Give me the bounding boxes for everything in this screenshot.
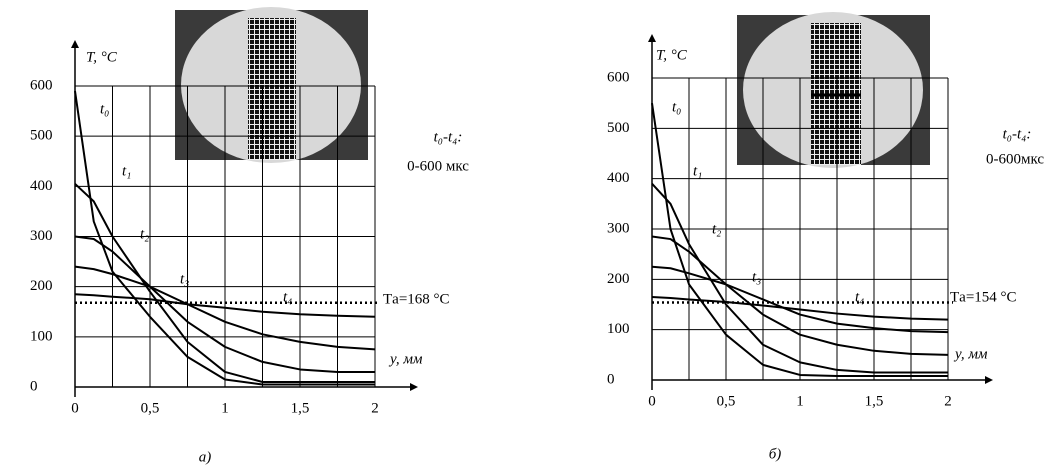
y-axis-label: T, °C — [86, 49, 118, 65]
series-label: t₃ — [180, 271, 189, 287]
x-axis-label: y, мм — [388, 351, 423, 367]
series-label: t₀ — [672, 99, 681, 115]
x-tick-label: 1,5 — [865, 393, 884, 409]
x-tick-label: 0,5 — [717, 393, 736, 409]
annotation: 0-600мкс — [986, 151, 1044, 167]
y-tick-label: 400 — [30, 178, 53, 194]
y-axis-label: T, °C — [656, 47, 688, 63]
y-tick-label: 400 — [607, 170, 630, 186]
curve — [651, 295, 949, 321]
panel-caption: а) — [199, 449, 212, 465]
x-tick-label: 1 — [221, 400, 229, 416]
y-tick-label: 300 — [30, 228, 53, 244]
series-label: t₂ — [140, 226, 149, 242]
y-tick-label: 300 — [607, 220, 630, 236]
curve — [74, 235, 375, 373]
series-label: t₀ — [100, 101, 109, 117]
y-tick-label: 500 — [30, 128, 53, 144]
x-axis-arrow — [410, 383, 418, 391]
y-tick-label: 500 — [607, 120, 630, 136]
x-tick-label: 1 — [796, 393, 804, 409]
series-label: t₁ — [693, 163, 702, 179]
series-label: t₄ — [855, 289, 864, 305]
series-label: t₁ — [122, 163, 131, 179]
y-tick-label: 200 — [30, 278, 53, 294]
reference-label: Tа=168 °C — [383, 291, 450, 307]
series-label: t₄ — [283, 289, 292, 305]
x-tick-label: 1,5 — [291, 400, 310, 416]
curve — [74, 293, 376, 318]
reference-label: Tа=154 °C — [950, 289, 1017, 305]
curve — [74, 183, 375, 383]
curve — [74, 90, 375, 386]
annotation: 0-600 мкс — [407, 158, 469, 174]
y-tick-label: 600 — [607, 69, 630, 85]
curve — [651, 235, 949, 356]
annotation: t₀-t₄: — [434, 129, 463, 145]
x-tick-label: 2 — [371, 400, 379, 416]
y-tick-label: 200 — [607, 271, 630, 287]
panel-caption: б) — [769, 446, 782, 462]
x-tick-label: 0 — [71, 400, 79, 416]
x-axis-label: y, мм — [953, 346, 988, 362]
photo — [175, 7, 368, 163]
y-tick-label: 100 — [30, 328, 53, 344]
y-axis-arrow — [71, 40, 79, 48]
series-label: t₃ — [752, 269, 761, 285]
y-tick-label: 600 — [30, 77, 53, 93]
curve — [651, 183, 948, 374]
x-tick-label: 0,5 — [141, 400, 160, 416]
annotation: t₀-t₄: — [1003, 126, 1032, 142]
y-tick-label: 100 — [607, 321, 630, 337]
x-tick-label: 2 — [944, 393, 952, 409]
x-axis-arrow — [985, 376, 993, 384]
y-tick-label: 0 — [607, 371, 615, 387]
y-tick-label: 0 — [30, 378, 38, 394]
curve — [74, 265, 376, 351]
y-axis-arrow — [648, 34, 656, 42]
series-label: t₂ — [712, 221, 721, 237]
x-tick-label: 0 — [648, 393, 656, 409]
curve — [651, 103, 948, 377]
photo — [737, 12, 930, 168]
